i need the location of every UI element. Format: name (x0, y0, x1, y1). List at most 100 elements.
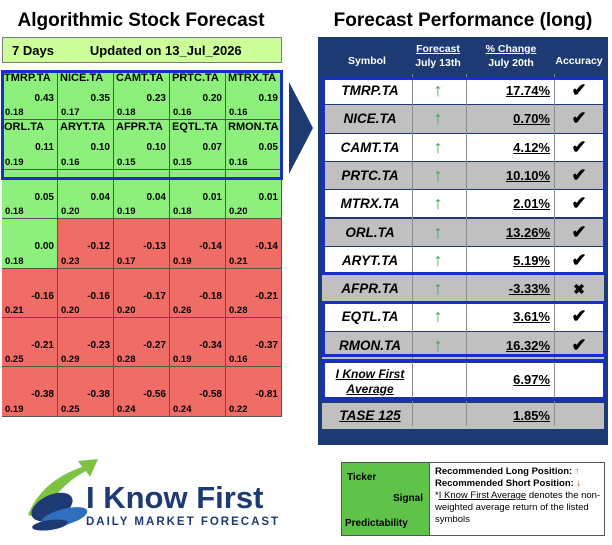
column-divider (554, 74, 555, 426)
cell-signal: -0.16 (31, 290, 54, 302)
cell-predictability: 0.16 (229, 354, 248, 366)
cell-predictability: 0.22 (229, 403, 248, 415)
check-icon: ✔ (571, 249, 587, 270)
heatmap-header-bar: 7 Days Updated on 13_Jul_2026 (2, 37, 282, 63)
cell-signal: 0.01 (258, 191, 278, 203)
cell-ticker: TMRP.TA (4, 72, 51, 84)
cell-predictability: 0.21 (229, 255, 248, 267)
legend-long: Recommended Long Position: ↑ (435, 466, 580, 477)
cell-predictability: 0.26 (173, 304, 192, 316)
row-change: 2.01% (513, 196, 550, 212)
cell-signal: -0.16 (87, 290, 110, 302)
cell-signal: -0.21 (31, 340, 54, 351)
cell-signal: -0.56 (143, 389, 166, 401)
average-label: I Know First Average (328, 367, 412, 397)
cell-signal: 0.35 (90, 93, 110, 104)
legend-predictability: Predictability (345, 518, 408, 529)
cell-ticker: RMON.TA (228, 121, 279, 134)
legend-ticker: Ticker (347, 472, 377, 483)
row-symbol: PRTC.TA (341, 167, 399, 183)
performance-table: Symbol Forecast July 13th % Change July … (318, 37, 608, 445)
cell-signal: 0.11 (35, 142, 54, 154)
row-change: 16.32% (505, 337, 550, 353)
heatmap-cell: -0.37 0.16 (226, 318, 282, 368)
cell-predictability: 0.18 (173, 206, 192, 218)
cell-signal: 0.19 (258, 93, 278, 104)
check-icon: ✔ (571, 164, 587, 185)
cell-signal: -0.38 (87, 389, 110, 401)
heatmap-cell: -0.21 0.25 (2, 318, 58, 368)
cell-signal: -0.37 (255, 340, 278, 351)
cell-ticker: EQTL.TA (172, 121, 219, 134)
benchmark-row: TASE 125 1.85% (322, 403, 604, 429)
row-change: 10.10% (505, 167, 550, 183)
cell-predictability: 0.16 (61, 156, 80, 168)
heatmap-cell: MTRX.TA 0.19 0.16 (226, 71, 282, 121)
check-icon: ✔ (571, 221, 587, 242)
arrow-up-icon: ↑ (433, 306, 443, 327)
heatmap-cell: -0.16 0.20 (58, 268, 114, 318)
cell-ticker: CAMT.TA (116, 72, 164, 84)
cell-predictability: 0.23 (61, 255, 80, 267)
check-icon: ✔ (571, 136, 587, 157)
cell-signal: -0.17 (143, 290, 166, 302)
average-highlight (322, 359, 606, 401)
row-symbol: ARYT.TA (341, 252, 399, 268)
cell-signal: -0.14 (199, 241, 222, 253)
heatmap-cell: TMRP.TA 0.43 0.18 (2, 71, 58, 121)
header-forecast: Forecast (416, 43, 460, 55)
arrow-up-icon: ↑ (574, 466, 580, 477)
row-change: 4.12% (513, 139, 550, 155)
check-icon: ✔ (571, 80, 587, 100)
row-symbol: NICE.TA (343, 111, 397, 127)
cell-signal: 0.43 (34, 93, 54, 104)
benchmark-symbol: TASE 125 (339, 408, 401, 423)
heatmap-cell: -0.12 0.23 (58, 219, 114, 269)
heatmap-cell: ARYT.TA 0.10 0.16 (58, 120, 114, 170)
row-symbol: AFPR.TA (341, 281, 399, 297)
average-label-line1: I Know First (335, 367, 405, 381)
heatmap-cell: -0.14 0.19 (170, 219, 226, 269)
cell-predictability: 0.20 (61, 304, 80, 316)
heatmap-cell: -0.13 0.17 (114, 219, 170, 269)
cell-signal: -0.34 (199, 340, 222, 351)
table-row: ORL.TA ↑ 13.26% ✔ (322, 218, 604, 246)
i-know-first-logo-icon (28, 459, 98, 531)
hit-group-highlight-1 (322, 77, 606, 275)
cell-ticker: PRTC.TA (172, 72, 219, 84)
average-label-line2: Average (346, 382, 394, 396)
arrow-right-icon (289, 82, 313, 174)
cross-icon: ✖ (573, 281, 585, 298)
legend-sample-cell: Ticker Signal Predictability (342, 463, 430, 535)
check-icon: ✔ (571, 306, 587, 327)
arrow-up-icon: ↑ (433, 221, 443, 242)
heatmap-cell: -0.17 0.20 (114, 268, 170, 318)
horizon-label: 7 Days (12, 42, 54, 58)
heatmap-cell: PRTC.TA 0.20 0.16 (170, 71, 226, 121)
heatmap-cell: 0.00 0.18 (2, 219, 58, 269)
arrow-up-icon: ↑ (433, 80, 443, 100)
header-change-date: July 20th (488, 57, 534, 69)
row-symbol: RMON.TA (339, 337, 401, 353)
legend-note-link: I Know First Average (438, 490, 527, 501)
row-symbol: CAMT.TA (340, 139, 400, 155)
cell-predictability: 0.16 (229, 156, 248, 168)
cell-predictability: 0.15 (117, 156, 136, 168)
heatmap-cell: ORL.TA 0.11 0.19 (2, 120, 58, 170)
cell-predictability: 0.16 (229, 107, 248, 119)
cell-signal: -0.23 (87, 340, 110, 351)
header-change: % Change (485, 43, 537, 55)
cell-predictability: 0.16 (173, 107, 192, 119)
cell-signal: 0.01 (202, 191, 222, 203)
heatmap-cell: -0.34 0.19 (170, 318, 226, 368)
cell-predictability: 0.21 (5, 304, 24, 316)
cell-signal: -0.38 (31, 389, 54, 401)
cell-ticker: NICE.TA (60, 72, 104, 84)
cell-ticker: ORL.TA (4, 121, 45, 134)
row-change: 17.74% (505, 83, 550, 98)
arrow-up-icon: ↑ (433, 278, 443, 299)
table-header: Symbol Forecast July 13th % Change July … (322, 41, 604, 73)
cell-ticker: MTRX.TA (228, 72, 277, 84)
cell-signal: -0.58 (199, 389, 222, 401)
cell-signal: -0.13 (143, 241, 166, 253)
